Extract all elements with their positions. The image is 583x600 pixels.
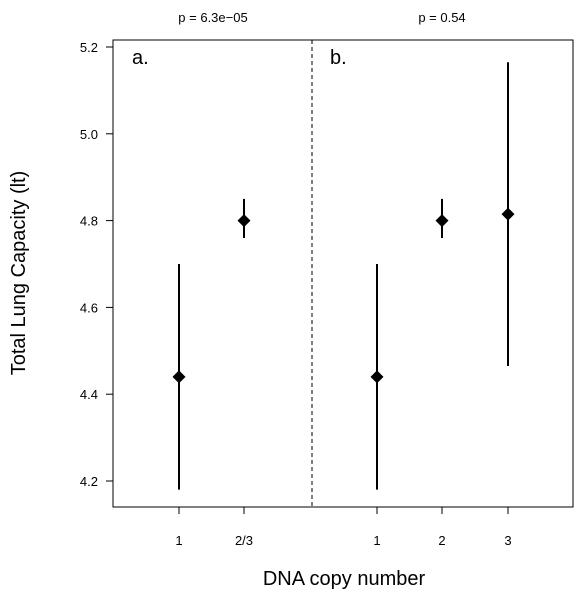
data-marks — [172, 62, 515, 490]
data-point — [501, 207, 515, 221]
x-tick-label: 2/3 — [235, 533, 253, 548]
y-tick-label: 4.2 — [80, 474, 98, 489]
plot-box — [112, 39, 574, 508]
y-axis-title: Total Lung Capacity (lt) — [8, 171, 30, 376]
data-point — [172, 370, 186, 384]
x-tick-label: 2 — [438, 533, 445, 548]
x-tick-label: 3 — [504, 533, 511, 548]
y-axis: 4.2 4.4 4.6 4.8 5.0 5.2 — [80, 40, 113, 489]
y-tick-label: 4.4 — [80, 387, 98, 402]
x-tick-label: 1 — [373, 533, 380, 548]
y-tick-label: 5.0 — [80, 127, 98, 142]
panel-a-pvalue: p = 6.3e−05 — [178, 10, 247, 25]
x-axis-title: DNA copy number — [263, 568, 426, 590]
x-tick-label: 1 — [175, 533, 182, 548]
x-axis: 1 2/3 1 2 3 — [175, 507, 512, 548]
data-point — [237, 214, 251, 228]
panel-b-label: b. — [330, 47, 347, 69]
data-point — [435, 214, 449, 228]
data-point — [370, 370, 384, 384]
y-tick-label: 4.6 — [80, 300, 98, 315]
y-tick-label: 5.2 — [80, 40, 98, 55]
panel-b-pvalue: p = 0.54 — [418, 10, 465, 25]
panel-a-label: a. — [132, 47, 149, 69]
y-tick-label: 4.8 — [80, 214, 98, 229]
